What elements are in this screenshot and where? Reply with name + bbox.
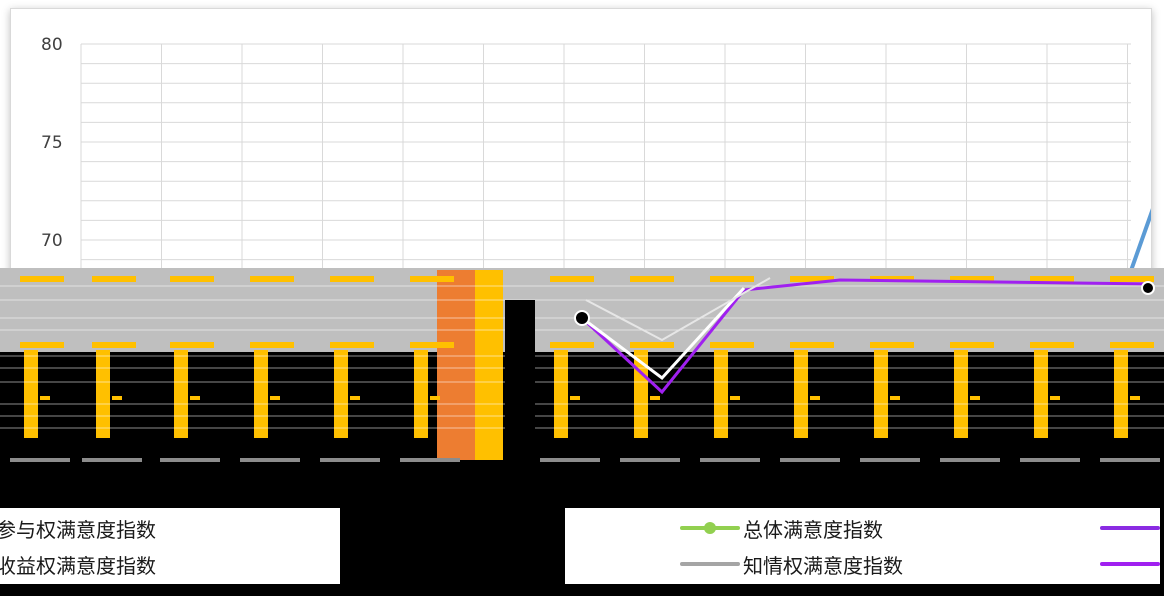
glitch-yellow-bar <box>554 350 568 438</box>
legend-swatch-purple-2 <box>1100 562 1160 566</box>
glitch-yellow-strip <box>250 276 294 282</box>
glitch-yellow-dot <box>350 396 360 400</box>
glitch-yellow-strip <box>550 276 594 282</box>
glitch-yellow-dot <box>190 396 200 400</box>
glitch-gray-tick <box>320 458 380 462</box>
glitch-gray-tick <box>82 458 142 462</box>
glitch-yellow-strip <box>20 276 64 282</box>
legend-marker-total <box>704 522 716 534</box>
glitch-gray-tick <box>620 458 680 462</box>
glitch-white-line-2 <box>585 277 771 342</box>
glitch-yellow-bar <box>1034 350 1048 438</box>
glitch-gray-tick <box>540 458 600 462</box>
glitch-yellow-strip <box>330 276 374 282</box>
legend-item-total: 总体满意度指数 <box>743 518 883 542</box>
glitch-yellow-bar <box>254 350 268 438</box>
glitch-gray-tick <box>940 458 1000 462</box>
glitch-yellow-dot <box>570 396 580 400</box>
glitch-yellow-dot <box>430 396 440 400</box>
glitch-yellow-dot <box>112 396 122 400</box>
glitch-yellow-strip <box>1030 276 1074 282</box>
glitch-yellow-dot <box>270 396 280 400</box>
glitch-marker-right <box>1141 281 1155 295</box>
glitch-yellow-strip <box>410 276 454 282</box>
glitch-yellow-dot <box>1130 396 1140 400</box>
glitch-yellow-strip <box>870 342 914 348</box>
glitch-yellow-strip <box>92 342 136 348</box>
glitch-yellow-bar <box>24 350 38 438</box>
y-tick-label: 75 <box>41 133 63 153</box>
glitch-yellow-bar <box>334 350 348 438</box>
glitch-yellow-strip <box>330 342 374 348</box>
glitch-yellow-strip <box>630 342 674 348</box>
glitch-yellow-strip <box>410 342 454 348</box>
y-tick-label: 80 <box>41 35 63 55</box>
glitch-yellow-bar <box>414 350 428 438</box>
glitch-black-rect <box>505 300 535 440</box>
glitch-gray-tick <box>400 458 460 462</box>
glitch-yellow-dot <box>730 396 740 400</box>
glitch-gray-tick <box>780 458 840 462</box>
glitch-yellow-strip <box>710 276 754 282</box>
glitch-yellow-bar <box>794 350 808 438</box>
legend-item-know: 知情权满意度指数 <box>743 554 903 578</box>
glitch-yellow-strip <box>170 342 214 348</box>
glitch-yellow-strip <box>870 276 914 282</box>
glitch-gray-tick <box>240 458 300 462</box>
glitch-yellow-strip <box>950 342 994 348</box>
glitch-yellow-strip <box>92 276 136 282</box>
glitch-gray-tick <box>1100 458 1160 462</box>
glitch-yellow-strip <box>790 276 834 282</box>
glitch-yellow-strip <box>710 342 754 348</box>
glitch-yellow-bar <box>96 350 110 438</box>
glitch-yellow-bar <box>174 350 188 438</box>
glitch-yellow-dot <box>650 396 660 400</box>
glitch-yellow-bar <box>714 350 728 438</box>
glitch-gray-tick <box>160 458 220 462</box>
glitch-yellow-bar <box>954 350 968 438</box>
glitch-gray-tick <box>860 458 920 462</box>
glitch-gray-tick <box>700 458 760 462</box>
legend-swatch-purple-1 <box>1100 526 1160 530</box>
glitch-yellow-bar <box>1114 350 1128 438</box>
glitch-white-line <box>581 286 746 381</box>
glitch-yellow-strip <box>1030 342 1074 348</box>
glitch-yellow-strip <box>790 342 834 348</box>
glitch-yellow-strip <box>550 342 594 348</box>
glitch-yellow-bar <box>874 350 888 438</box>
legend-swatch-know <box>680 562 740 566</box>
glitch-gray-tick <box>1020 458 1080 462</box>
glitch-yellow-strip <box>1110 342 1154 348</box>
glitch-yellow-strip <box>20 342 64 348</box>
glitch-yellow-dot <box>890 396 900 400</box>
glitch-yellow-dot <box>810 396 820 400</box>
legend-item-participation: 参与权满意度指数 <box>0 518 156 542</box>
glitch-orange-block <box>437 270 475 460</box>
glitch-yellow-dot <box>970 396 980 400</box>
glitch-yellow-dot <box>40 396 50 400</box>
glitch-yellow-strip <box>250 342 294 348</box>
glitch-yellow-strip <box>1110 276 1154 282</box>
glitch-yellow-strip <box>950 276 994 282</box>
glitch-yellow-block <box>475 270 503 460</box>
glitch-yellow-strip <box>630 276 674 282</box>
glitch-marker <box>574 310 590 326</box>
glitch-yellow-dot <box>1050 396 1060 400</box>
y-tick-label: 70 <box>41 231 63 251</box>
legend-middle-panel: 总体满意度指数 知情权满意度指数 <box>565 508 1160 584</box>
legend-left-panel: 参与权满意度指数 收益权满意度指数 <box>0 508 340 584</box>
glitch-yellow-strip <box>170 276 214 282</box>
legend-item-income: 收益权满意度指数 <box>0 554 156 578</box>
glitch-gray-tick <box>10 458 70 462</box>
